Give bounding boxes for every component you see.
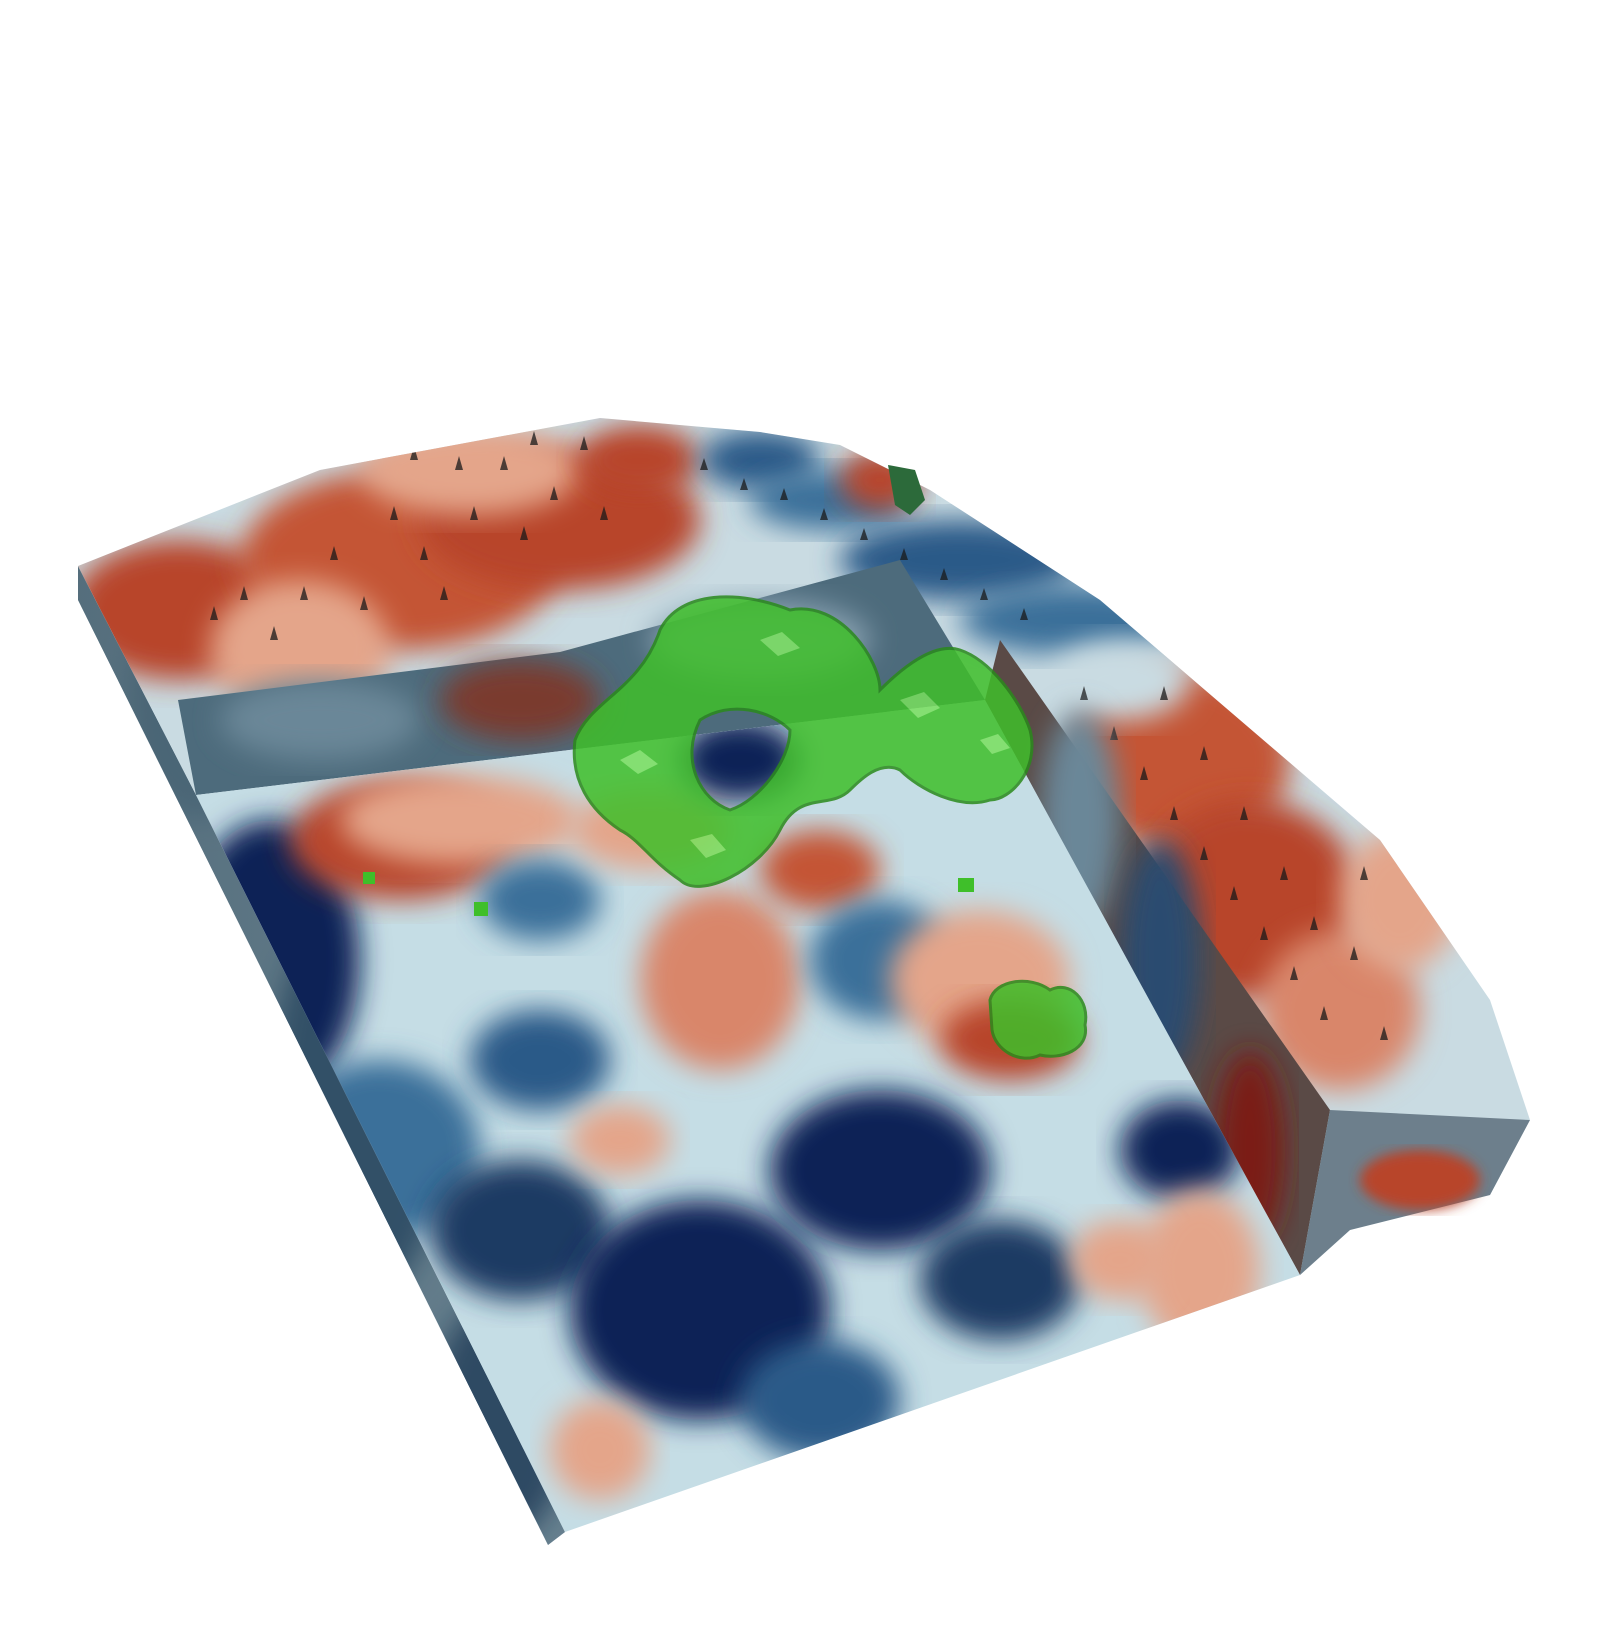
cut-right-wall [985,640,1330,1275]
isosurface-small-blob [988,979,1088,1060]
volume-right-end-face [1300,1110,1530,1275]
voxel-step-shading [210,431,1388,1040]
isosurface-corner-patch [888,465,925,515]
isosurface-main-arch [572,595,1034,888]
isosurface-specks [363,872,974,916]
